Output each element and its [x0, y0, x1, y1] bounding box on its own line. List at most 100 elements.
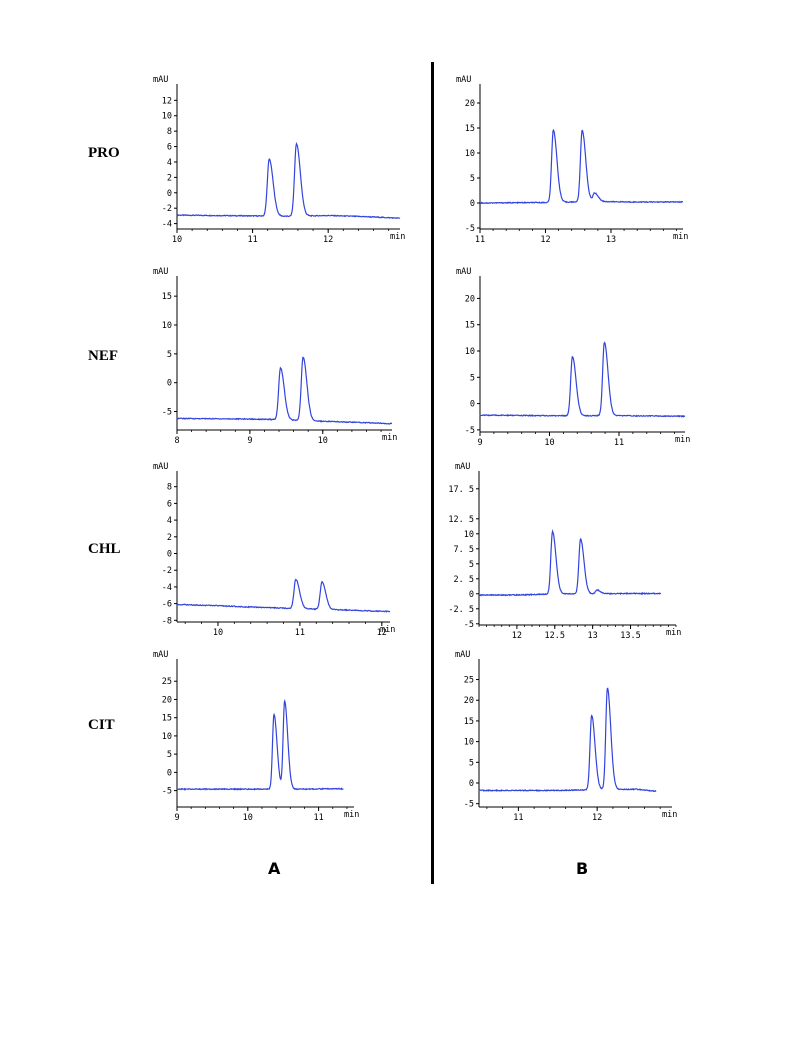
- chart-cit-b: -5 0 5 10 15 20 25 11 12 mAU min: [455, 650, 677, 823]
- x-tick-label: 13: [588, 631, 598, 641]
- y-tick-label: 0: [470, 400, 475, 410]
- y-tick-label: 2: [167, 533, 172, 543]
- y-tick-label: 25: [162, 677, 172, 687]
- y-tick-label: -5: [465, 224, 475, 234]
- y-tick-label: 17. 5: [448, 485, 474, 495]
- x-tick-label: 12: [592, 813, 602, 823]
- x-axis-label: min: [380, 625, 395, 635]
- y-tick-label: 8: [167, 483, 172, 493]
- x-axis-label: min: [382, 433, 397, 443]
- y-tick-label: -5: [464, 800, 474, 810]
- y-tick-label: -5: [465, 426, 475, 436]
- y-tick-label: 6: [167, 499, 172, 509]
- y-tick-label: -4: [162, 220, 172, 230]
- panel-label-b: B: [576, 859, 589, 878]
- y-tick-label: 10: [162, 321, 172, 331]
- x-tick-label: 9: [174, 813, 179, 823]
- x-tick-label: 11: [247, 235, 257, 245]
- x-axis-label: min: [673, 232, 688, 242]
- y-axis-label: mAU: [456, 75, 471, 85]
- y-tick-label: -5: [162, 787, 172, 797]
- x-tick-label: 10: [318, 436, 328, 446]
- y-tick-label: 15: [465, 321, 475, 331]
- x-tick-label: 11: [614, 438, 624, 448]
- chromatogram-trace: [176, 356, 393, 425]
- y-tick-label: 4: [167, 158, 172, 168]
- y-tick-label: 12: [162, 96, 172, 106]
- y-tick-label: 0: [167, 550, 172, 560]
- panel-label-a: A: [268, 859, 281, 878]
- chromatogram-trace: [176, 699, 344, 791]
- panel-divider: [431, 62, 434, 884]
- y-axis-label: mAU: [455, 650, 470, 660]
- y-tick-label: 12. 5: [448, 515, 474, 525]
- x-tick-label: 10: [172, 235, 182, 245]
- y-tick-label: -4: [162, 583, 172, 593]
- y-tick-label: 10: [465, 149, 475, 159]
- y-tick-label: 25: [464, 676, 474, 686]
- y-tick-label: 15: [162, 714, 172, 724]
- chart-nef-a: -5 0 5 10 15 8 9 10 mAU min: [153, 267, 397, 446]
- row-label-pro: PRO: [88, 145, 120, 161]
- chart-cit-a: -5 0 5 10 15 20 25 9 10 11 mAU min: [153, 650, 359, 823]
- y-tick-label: -2: [162, 204, 172, 214]
- x-tick-label: 11: [513, 813, 523, 823]
- x-tick-label: 12: [323, 235, 333, 245]
- y-tick-label: 4: [167, 516, 172, 526]
- y-tick-label: 5: [167, 350, 172, 360]
- y-tick-label: 20: [464, 696, 474, 706]
- x-axis-label: min: [666, 628, 681, 638]
- y-tick-label: 5: [469, 758, 474, 768]
- x-tick-label: 9: [247, 436, 252, 446]
- y-axis-label: mAU: [455, 462, 470, 472]
- x-tick-label: 12: [512, 631, 522, 641]
- y-tick-label: -2. 5: [448, 605, 474, 615]
- x-tick-label: 9: [477, 438, 482, 448]
- x-tick-label: 12: [540, 235, 550, 245]
- chromatogram-trace: [479, 341, 686, 418]
- y-tick-label: 20: [465, 99, 475, 109]
- x-tick-label: 13: [606, 235, 616, 245]
- chromatogram-trace: [479, 128, 683, 205]
- y-axis-label: mAU: [153, 650, 168, 660]
- x-tick-label: 13.5: [620, 631, 640, 641]
- y-tick-label: 0: [167, 379, 172, 389]
- y-tick-label: 10: [464, 530, 474, 540]
- y-tick-label: 5: [469, 560, 474, 570]
- x-tick-label: 11: [475, 235, 485, 245]
- y-tick-label: 7. 5: [454, 545, 474, 555]
- y-tick-label: -8: [162, 616, 172, 626]
- x-tick-label: 11: [313, 813, 323, 823]
- y-tick-label: -5: [162, 408, 172, 418]
- chart-pro-b: -5 0 5 10 15 20 11 12 13 mAU min: [456, 75, 688, 245]
- y-tick-label: 0: [470, 199, 475, 209]
- y-tick-label: -2: [162, 566, 172, 576]
- y-tick-label: 10: [464, 738, 474, 748]
- y-axis-label: mAU: [153, 462, 168, 472]
- y-tick-label: 8: [167, 127, 172, 137]
- y-axis-label: mAU: [456, 267, 471, 277]
- chromatogram-trace: [176, 578, 391, 613]
- y-tick-label: -6: [162, 600, 172, 610]
- y-tick-label: 0: [469, 779, 474, 789]
- x-axis-label: min: [662, 810, 677, 820]
- x-axis-label: min: [390, 232, 405, 242]
- chromatogram-trace: [478, 687, 657, 793]
- chart-chl-b: -5 -2. 5 0 2. 5 5 7. 5 10 12. 5 17. 5 12 12.5 13 13.…: [448, 462, 681, 641]
- y-tick-label: 2: [167, 173, 172, 183]
- y-tick-label: 20: [162, 695, 172, 705]
- y-axis-label: mAU: [153, 267, 168, 277]
- y-tick-label: 15: [465, 124, 475, 134]
- y-tick-label: 10: [162, 112, 172, 122]
- row-label-cit: CIT: [88, 717, 115, 733]
- chart-nef-b: -5 0 5 10 15 20 9 10 11 mAU min: [456, 267, 690, 448]
- x-tick-label: 10: [544, 438, 554, 448]
- y-tick-label: -5: [464, 620, 474, 630]
- chart-chl-a: -8 -6 -4 -2 0 2 4 6 8 10 11 12 mAU min: [153, 462, 395, 638]
- x-tick-label: 12: [377, 628, 387, 638]
- x-tick-label: 12.5: [545, 631, 565, 641]
- row-label-nef: NEF: [88, 348, 118, 364]
- chromatogram-trace: [478, 528, 662, 597]
- y-tick-label: 0: [167, 189, 172, 199]
